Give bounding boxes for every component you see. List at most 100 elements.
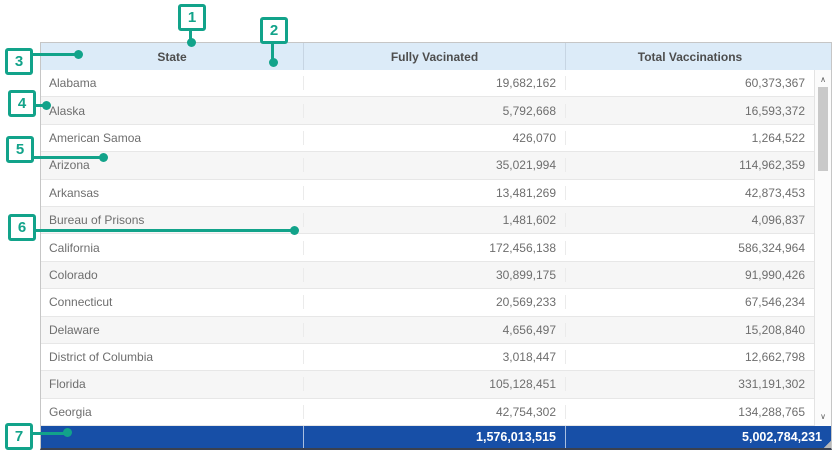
table-row[interactable]: Bureau of Prisons 1,481,602 4,096,837 <box>41 206 814 235</box>
column-header-total-vaccinations[interactable]: Total Vaccinations <box>566 43 814 70</box>
cell-total-vaccinations: 16,593,372 <box>744 103 805 118</box>
header-spacer <box>814 43 831 70</box>
callout-7-label: 7 <box>14 428 24 445</box>
callout-3-label: 3 <box>14 53 24 70</box>
chevron-down-icon: ∨ <box>820 412 826 421</box>
callout-5-connector <box>34 156 102 159</box>
cell-fully-vaccinated: 4,656,497 <box>304 322 566 337</box>
callout-4-connector <box>36 104 46 107</box>
table-body-rows: Alabama 19,682,162 60,373,367 Alaska 5,7… <box>41 70 814 427</box>
callout-1-anchor-dot <box>187 38 196 47</box>
cell-state: Alaska <box>41 103 304 118</box>
summary-totals-row: 1,576,013,515 5,002,784,231 <box>41 426 831 448</box>
cell-state: Arizona <box>41 158 304 173</box>
callout-2-badge: 2 <box>260 17 288 44</box>
scroll-up-button[interactable]: ∧ <box>815 72 831 87</box>
callout-1-label: 1 <box>187 9 197 26</box>
cell-fully-vaccinated: 172,456,138 <box>304 240 566 255</box>
attribute-table: State Fully Vacinated Total Vaccinations… <box>40 42 832 450</box>
table-header-row: State Fully Vacinated Total Vaccinations <box>41 43 831 70</box>
cell-total-vaccinations: 331,191,302 <box>738 377 805 392</box>
vertical-scrollbar[interactable]: ∧ ∨ <box>814 70 831 426</box>
cell-state: Delaware <box>41 322 304 337</box>
summary-cell-state <box>41 426 304 448</box>
cell-fully-vaccinated: 20,569,233 <box>304 295 566 310</box>
column-header-state[interactable]: State <box>41 43 304 70</box>
table-row[interactable]: Florida 105,128,451 331,191,302 <box>41 371 814 399</box>
cell-total-vaccinations: 60,373,367 <box>744 76 805 91</box>
callout-3-anchor-dot <box>74 50 83 59</box>
callout-3-badge: 3 <box>5 48 33 75</box>
callout-4-label: 4 <box>17 95 27 112</box>
cell-total-vaccinations: 67,546,234 <box>744 295 805 310</box>
column-header-total-vaccinations-label: Total Vaccinations <box>637 49 743 64</box>
summary-cell-fully-vaccinated: 1,576,013,515 <box>304 426 566 448</box>
table-row[interactable]: Connecticut 20,569,233 67,546,234 <box>41 289 814 317</box>
cell-total-vaccinations: 586,324,964 <box>738 240 805 255</box>
table-row[interactable]: Arkansas 13,481,269 42,873,453 <box>41 179 814 207</box>
table-row[interactable]: Colorado 30,899,175 91,990,426 <box>41 261 814 290</box>
callout-1-badge: 1 <box>178 4 206 31</box>
cell-fully-vaccinated: 30,899,175 <box>304 267 566 282</box>
summary-cell-total-vaccinations: 5,002,784,231 <box>742 430 822 444</box>
table-row[interactable]: Alabama 19,682,162 60,373,367 <box>41 70 814 98</box>
cell-fully-vaccinated: 426,070 <box>304 130 566 145</box>
cell-total-vaccinations: 15,208,840 <box>744 322 805 337</box>
callout-7-badge: 7 <box>5 423 33 450</box>
cell-state: District of Columbia <box>41 350 304 365</box>
cell-state: Bureau of Prisons <box>41 213 304 228</box>
table-row[interactable]: Georgia 42,754,302 134,288,765 <box>41 398 814 427</box>
callout-7-connector <box>33 432 65 435</box>
callout-2-label: 2 <box>269 22 279 39</box>
column-header-state-label: State <box>157 49 187 64</box>
cell-total-vaccinations: 91,990,426 <box>744 267 805 282</box>
table-row[interactable]: District of Columbia 3,018,447 12,662,79… <box>41 343 814 372</box>
cell-state: California <box>41 240 304 255</box>
callout-4-badge: 4 <box>8 90 36 117</box>
chevron-up-icon: ∧ <box>820 75 826 84</box>
callout-2-connector <box>271 44 274 61</box>
callout-5-anchor-dot <box>99 153 108 162</box>
cell-fully-vaccinated: 42,754,302 <box>304 404 566 419</box>
cell-fully-vaccinated: 1,481,602 <box>304 213 566 228</box>
callout-7-anchor-dot <box>63 428 72 437</box>
cell-state: Florida <box>41 377 304 392</box>
scroll-down-button[interactable]: ∨ <box>815 409 831 424</box>
callout-5-badge: 5 <box>6 136 34 163</box>
table-row[interactable]: California 172,456,138 586,324,964 <box>41 234 814 262</box>
callout-6-badge: 6 <box>8 214 36 241</box>
callout-2-anchor-dot <box>269 58 278 67</box>
cell-state: American Samoa <box>41 130 304 145</box>
scrollbar-thumb[interactable] <box>818 87 828 171</box>
callout-4-anchor-dot <box>42 101 51 110</box>
table-row[interactable]: Alaska 5,792,668 16,593,372 <box>41 97 814 125</box>
cell-total-vaccinations: 1,264,522 <box>751 130 805 145</box>
column-header-fully-vaccinated-label: Fully Vacinated <box>390 49 479 64</box>
cell-total-vaccinations: 42,873,453 <box>744 185 805 200</box>
table-row[interactable]: Arizona 35,021,994 114,962,359 <box>41 152 814 180</box>
cell-fully-vaccinated: 19,682,162 <box>304 76 566 91</box>
cell-state: Alabama <box>41 76 304 91</box>
cell-total-vaccinations: 4,096,837 <box>751 213 805 228</box>
callout-6-label: 6 <box>17 219 27 236</box>
cell-state: Colorado <box>41 267 304 282</box>
callout-6-connector <box>36 229 292 232</box>
table-row[interactable]: Delaware 4,656,497 15,208,840 <box>41 316 814 344</box>
cell-fully-vaccinated: 3,018,447 <box>304 350 566 365</box>
cell-state: Connecticut <box>41 295 304 310</box>
cell-state: Georgia <box>41 404 304 419</box>
table-body: Alabama 19,682,162 60,373,367 Alaska 5,7… <box>41 70 831 427</box>
callout-3-connector <box>33 53 78 56</box>
callout-1-connector <box>189 31 192 43</box>
cell-fully-vaccinated: 35,021,994 <box>304 158 566 173</box>
cell-fully-vaccinated: 13,481,269 <box>304 185 566 200</box>
cell-total-vaccinations: 114,962,359 <box>739 158 805 173</box>
cell-fully-vaccinated: 5,792,668 <box>304 103 566 118</box>
cell-fully-vaccinated: 105,128,451 <box>304 377 566 392</box>
cell-total-vaccinations: 12,662,798 <box>744 350 805 365</box>
callout-5-label: 5 <box>15 141 25 158</box>
table-row[interactable]: American Samoa 426,070 1,264,522 <box>41 124 814 153</box>
column-header-fully-vaccinated[interactable]: Fully Vacinated <box>304 43 566 70</box>
resize-grip-icon <box>824 441 831 448</box>
